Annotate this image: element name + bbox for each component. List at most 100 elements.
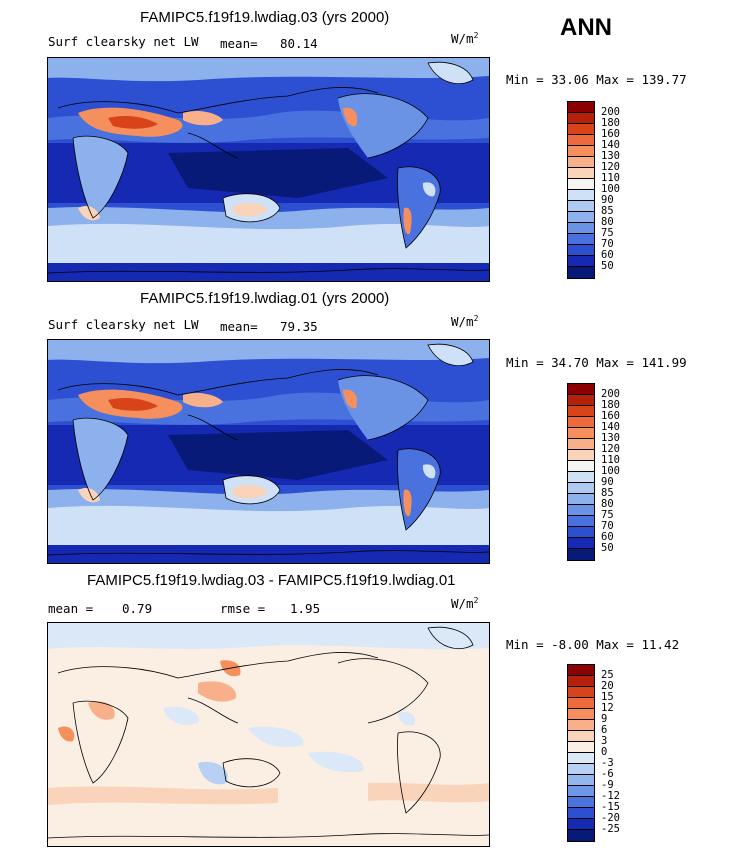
colorbar-tick: 200 <box>601 106 620 118</box>
colorbar-tick: 12 <box>601 702 614 714</box>
panel-3-min-max: Min = -8.00 Max = 11.42 <box>506 637 680 652</box>
colorbar-swatch <box>568 830 594 841</box>
panel-2-title: FAMIPC5.f19f19.lwdiag.01 (yrs 2000) <box>140 290 390 307</box>
colorbar-swatch <box>568 267 594 278</box>
colorbar-swatch <box>568 179 594 190</box>
colorbar-tick: -3 <box>601 757 614 769</box>
colorbar-swatch <box>568 665 594 676</box>
colorbar-swatch <box>568 201 594 212</box>
panel-3-units: W/m2 <box>451 596 479 611</box>
colorbar-swatch <box>568 538 594 549</box>
panel-3-mean-label: mean = <box>48 601 94 616</box>
colorbar-tick: 0 <box>601 746 608 758</box>
colorbar-swatch <box>568 157 594 168</box>
colorbar-tick: 3 <box>601 735 608 747</box>
colorbar-tick: 75 <box>601 509 614 521</box>
colorbar-tick: 50 <box>601 542 614 554</box>
colorbar-swatch <box>568 439 594 450</box>
colorbar-tick: 140 <box>601 139 620 151</box>
panel-1-title: FAMIPC5.f19f19.lwdiag.03 (yrs 2000) <box>140 9 390 26</box>
colorbar-swatch <box>568 190 594 201</box>
colorbar-swatch <box>568 753 594 764</box>
colorbar-swatch <box>568 395 594 406</box>
panel-2-mean-value: 79.35 <box>280 319 318 334</box>
colorbar-swatch <box>568 797 594 808</box>
colorbar-swatch <box>568 461 594 472</box>
panel-2-min-max: Min = 34.70 Max = 141.99 <box>506 355 687 370</box>
colorbar-swatch <box>568 417 594 428</box>
colorbar-tick: 130 <box>601 150 620 162</box>
colorbar-tick: 140 <box>601 421 620 433</box>
colorbar-swatch <box>568 709 594 720</box>
colorbar-tick: 60 <box>601 249 614 261</box>
panel-1-units: W/m2 <box>451 31 479 46</box>
colorbar-swatch <box>568 428 594 439</box>
colorbar-tick: 100 <box>601 183 620 195</box>
colorbar-swatch <box>568 764 594 775</box>
panel-2-colorbar-ticks: 200 180 160 140 130 120 110 100 90 85 80… <box>601 389 620 554</box>
colorbar-swatch <box>568 384 594 395</box>
panel-2-colorbar <box>567 383 595 561</box>
colorbar-swatch <box>568 742 594 753</box>
colorbar-swatch <box>568 687 594 698</box>
colorbar-tick: -25 <box>601 823 620 835</box>
colorbar-swatch <box>568 549 594 560</box>
colorbar-tick: -12 <box>601 790 620 802</box>
colorbar-swatch <box>568 483 594 494</box>
colorbar-swatch <box>568 450 594 461</box>
colorbar-tick: -15 <box>601 801 620 813</box>
colorbar-swatch <box>568 234 594 245</box>
colorbar-tick: -6 <box>601 768 614 780</box>
colorbar-tick: 90 <box>601 194 614 206</box>
colorbar-swatch <box>568 786 594 797</box>
colorbar-swatch <box>568 223 594 234</box>
colorbar-tick: 130 <box>601 432 620 444</box>
colorbar-tick: -9 <box>601 779 614 791</box>
colorbar-tick: 6 <box>601 724 608 736</box>
colorbar-swatch <box>568 472 594 483</box>
colorbar-swatch <box>568 494 594 505</box>
colorbar-swatch <box>568 135 594 146</box>
panel-1-colorbar-ticks: 200 180 160 140 130 120 110 100 90 85 80… <box>601 107 620 272</box>
colorbar-swatch <box>568 168 594 179</box>
colorbar-swatch <box>568 102 594 113</box>
colorbar-tick: 85 <box>601 205 614 217</box>
colorbar-swatch <box>568 808 594 819</box>
colorbar-tick: 160 <box>601 410 620 422</box>
colorbar-swatch <box>568 698 594 709</box>
colorbar-tick: 180 <box>601 117 620 129</box>
panel-1-mean-label: mean= <box>220 36 258 51</box>
colorbar-tick: 70 <box>601 520 614 532</box>
panel-3-mean-value: 0.79 <box>122 601 153 616</box>
colorbar-tick: 120 <box>601 161 620 173</box>
colorbar-swatch <box>568 775 594 786</box>
panel-3-map <box>47 622 490 847</box>
season-label: ANN <box>560 14 612 41</box>
colorbar-tick: 100 <box>601 465 620 477</box>
colorbar-swatch <box>568 527 594 538</box>
colorbar-swatch <box>568 124 594 135</box>
colorbar-swatch <box>568 245 594 256</box>
panel-3-title: FAMIPC5.f19f19.lwdiag.03 - FAMIPC5.f19f1… <box>87 572 456 589</box>
colorbar-tick: 80 <box>601 216 614 228</box>
panel-3-rmse-label: rmse = <box>220 601 266 616</box>
panel-2-units: W/m2 <box>451 314 479 329</box>
panel-1-variable: Surf clearsky net LW <box>48 34 199 49</box>
colorbar-tick: 50 <box>601 260 614 272</box>
panel-3-rmse-value: 1.95 <box>290 601 321 616</box>
colorbar-swatch <box>568 505 594 516</box>
colorbar-tick: 60 <box>601 531 614 543</box>
colorbar-tick: 25 <box>601 669 614 681</box>
panel-3-colorbar <box>567 664 595 842</box>
colorbar-tick: 120 <box>601 443 620 455</box>
panel-2-variable: Surf clearsky net LW <box>48 317 199 332</box>
panel-2-map <box>47 339 490 564</box>
colorbar-swatch <box>568 720 594 731</box>
colorbar-swatch <box>568 731 594 742</box>
colorbar-tick: 90 <box>601 476 614 488</box>
colorbar-swatch <box>568 113 594 124</box>
colorbar-tick: -20 <box>601 812 620 824</box>
panel-1-colorbar <box>567 101 595 279</box>
colorbar-tick: 9 <box>601 713 608 725</box>
colorbar-swatch <box>568 212 594 223</box>
